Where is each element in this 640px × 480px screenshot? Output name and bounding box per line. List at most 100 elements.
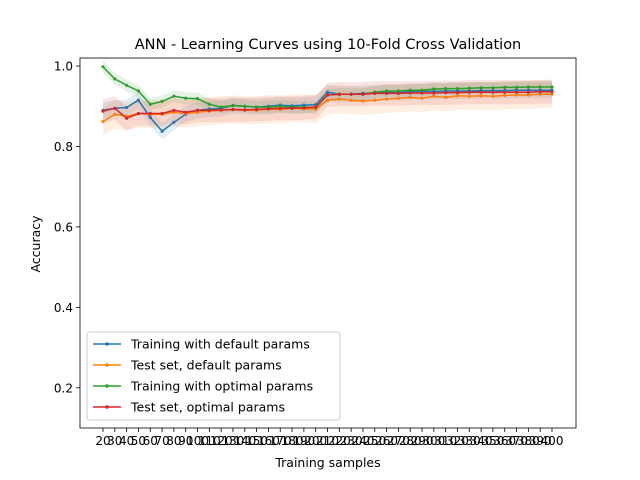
point-series-1-1: [113, 112, 117, 116]
legend: Training with default params Test set, de…: [86, 331, 341, 421]
point-series-2-9: [207, 102, 211, 106]
point-series-3-22: [361, 92, 365, 96]
point-series-1-26: [408, 95, 412, 99]
point-series-3-0: [101, 109, 105, 113]
x-tick-label-2: 40: [119, 434, 134, 448]
point-series-2-37: [538, 85, 542, 89]
x-tick-label-29: 310: [434, 434, 457, 448]
legend-label-2: Training with optimal params: [130, 379, 313, 394]
point-series-1-37: [538, 92, 542, 96]
legend-marker-2: [105, 384, 109, 388]
point-series-1-32: [479, 94, 483, 98]
x-tick-label-7: 90: [178, 434, 193, 448]
point-series-3-14: [266, 107, 270, 111]
x-tick-label-17: 190: [292, 434, 315, 448]
x-tick-label-30: 320: [446, 434, 469, 448]
x-axis-label: Training samples: [274, 455, 380, 470]
point-series-0-2: [125, 105, 129, 110]
point-series-3-29: [444, 91, 448, 95]
x-tick-label-16: 180: [281, 434, 304, 448]
legend-marker-3: [105, 405, 109, 409]
point-series-2-11: [231, 103, 235, 108]
point-series-2-4: [148, 102, 152, 106]
x-tick-label-13: 150: [245, 434, 268, 448]
y-ticks: 0.2 0.4 0.6 0.8 1.0: [54, 60, 80, 395]
point-series-2-24: [385, 89, 389, 93]
point-series-3-1: [113, 106, 117, 110]
point-series-1-36: [526, 93, 531, 97]
x-tick-label-34: 360: [493, 434, 516, 448]
x-tick-label-22: 240: [351, 434, 374, 448]
point-series-1-28: [432, 94, 436, 98]
point-series-2-38: [550, 85, 554, 89]
x-tick-label-31: 330: [458, 434, 481, 448]
point-series-2-0: [101, 65, 105, 69]
point-series-3-27: [420, 91, 424, 95]
x-tick-label-32: 340: [470, 434, 493, 448]
x-ticks: 2030405060708090100110120130140150160170…: [95, 428, 563, 448]
x-tick-label-5: 70: [154, 434, 169, 448]
x-tick-label-33: 350: [481, 434, 504, 448]
band-series-2: [103, 60, 552, 114]
point-series-0-5: [160, 129, 164, 133]
point-series-1-30: [455, 94, 460, 98]
point-series-3-11: [231, 107, 235, 112]
point-series-2-31: [467, 86, 471, 90]
x-tick-label-21: 230: [340, 434, 363, 448]
point-series-2-26: [408, 88, 412, 92]
point-series-3-38: [550, 90, 554, 94]
point-series-2-2: [125, 83, 129, 87]
x-tick-label-12: 140: [233, 434, 256, 448]
point-series-1-27: [420, 96, 424, 100]
x-tick-label-0: 20: [95, 434, 110, 448]
legend-label-0: Training with default params: [130, 337, 310, 352]
point-series-0-6: [172, 120, 176, 124]
point-series-3-31: [467, 90, 471, 94]
legend-label-3: Test set, optimal params: [130, 400, 285, 415]
point-series-1-23: [373, 98, 377, 102]
point-series-1-0: [101, 119, 105, 124]
point-series-1-38: [550, 92, 554, 96]
x-tick-label-14: 160: [257, 434, 280, 448]
x-tick-label-36: 380: [517, 434, 540, 448]
point-series-3-37: [538, 90, 542, 94]
point-series-3-21: [349, 92, 353, 96]
point-series-1-29: [444, 95, 448, 99]
point-series-3-35: [515, 90, 519, 94]
point-series-2-5: [160, 99, 164, 103]
x-tick-label-27: 290: [411, 434, 434, 448]
x-tick-label-37: 390: [529, 434, 552, 448]
x-tick-label-1: 30: [107, 434, 122, 448]
x-tick-label-4: 60: [143, 434, 158, 448]
x-tick-label-10: 120: [210, 434, 233, 448]
legend-box: [86, 331, 341, 421]
point-series-3-13: [255, 107, 259, 112]
point-series-2-12: [243, 104, 247, 108]
point-series-1-19: [325, 98, 330, 102]
y-tick-label-3: 0.8: [54, 140, 73, 154]
band-series-1: [103, 80, 552, 136]
point-series-2-32: [479, 86, 483, 90]
plot-frame: [79, 57, 577, 429]
point-series-3-16: [290, 106, 294, 110]
point-series-2-27: [420, 88, 424, 92]
series-lines: [101, 65, 554, 133]
x-tick-label-3: 50: [131, 434, 146, 448]
point-series-1-22: [361, 99, 365, 103]
point-series-0-4: [148, 115, 152, 120]
point-series-2-25: [396, 89, 400, 93]
point-series-1-34: [503, 93, 507, 97]
point-series-3-6: [172, 108, 176, 112]
y-axis-label: Accuracy: [28, 215, 43, 273]
point-series-3-5: [160, 111, 164, 116]
point-series-2-1: [113, 77, 117, 81]
axes: [79, 57, 577, 429]
x-tick-label-19: 210: [316, 434, 339, 448]
point-series-3-9: [207, 108, 211, 112]
point-series-3-4: [148, 111, 152, 116]
point-series-3-3: [136, 111, 140, 116]
point-series-2-34: [503, 85, 507, 89]
point-series-2-35: [515, 85, 519, 89]
point-series-1-25: [396, 96, 400, 100]
point-series-2-29: [444, 87, 448, 91]
